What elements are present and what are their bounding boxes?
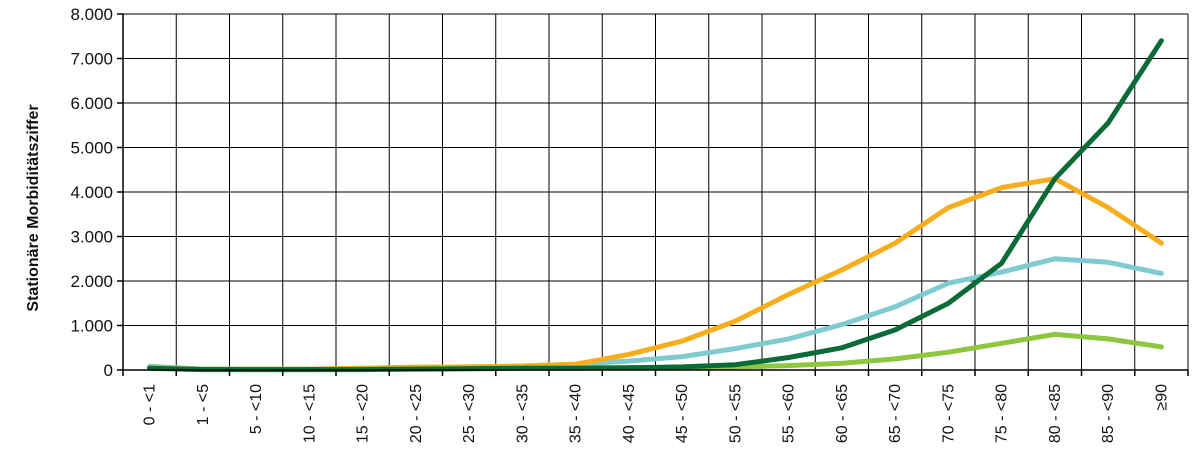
y-tick-label: 6.000 <box>70 94 113 113</box>
x-tick-label: 50 - <55 <box>727 384 744 443</box>
y-tick-label: 5.000 <box>70 139 113 158</box>
x-tick-label: 60 - <65 <box>834 384 851 443</box>
x-tick-label: 15 - <20 <box>355 384 372 443</box>
y-axis-label: Stationäre Morbiditätsziffer <box>25 104 42 311</box>
y-tick-label: 1.000 <box>70 317 113 336</box>
y-tick-label: 2.000 <box>70 272 113 291</box>
y-tick-label: 8.000 <box>70 5 113 24</box>
x-tick-label: 85 - <90 <box>1100 384 1117 443</box>
x-tick-label: 55 - <60 <box>781 384 798 443</box>
x-tick-label: 70 - <75 <box>940 384 957 443</box>
y-tick-label: 3.000 <box>70 228 113 247</box>
x-tick-label: 30 - <35 <box>514 384 531 443</box>
x-tick-label: 0 - <1 <box>142 384 159 425</box>
x-tick-label: 45 - <50 <box>674 384 691 443</box>
x-tick-label: ≥90 <box>1153 384 1170 411</box>
x-tick-label: 5 - <10 <box>248 384 265 434</box>
x-tick-label: 40 - <45 <box>621 384 638 443</box>
y-tick-label: 4.000 <box>70 183 113 202</box>
axes <box>117 13 1189 376</box>
x-tick-label: 25 - <30 <box>461 384 478 443</box>
y-tick-label: 0 <box>104 361 113 380</box>
x-tick-label: 80 - <85 <box>1047 384 1064 443</box>
x-tick-label: 20 - <25 <box>408 384 425 443</box>
x-tick-label: 65 - <70 <box>887 384 904 443</box>
x-tick-label: 75 - <80 <box>994 384 1011 443</box>
y-tick-label: 7.000 <box>70 50 113 69</box>
x-tick-label: 1 - <5 <box>195 384 212 425</box>
grid-lines <box>122 13 1189 371</box>
x-tick-label: 35 - <40 <box>568 384 585 443</box>
x-tick-label: 10 - <15 <box>301 384 318 443</box>
x-tick-labels: 0 - <1 1 - <5 5 - <10 10 - <15 15 - <20 20 - … <box>142 384 1171 443</box>
y-tick-labels: 0 1.000 2.000 3.000 4.000 5.000 6.000 7.000 8.00… <box>70 5 113 380</box>
